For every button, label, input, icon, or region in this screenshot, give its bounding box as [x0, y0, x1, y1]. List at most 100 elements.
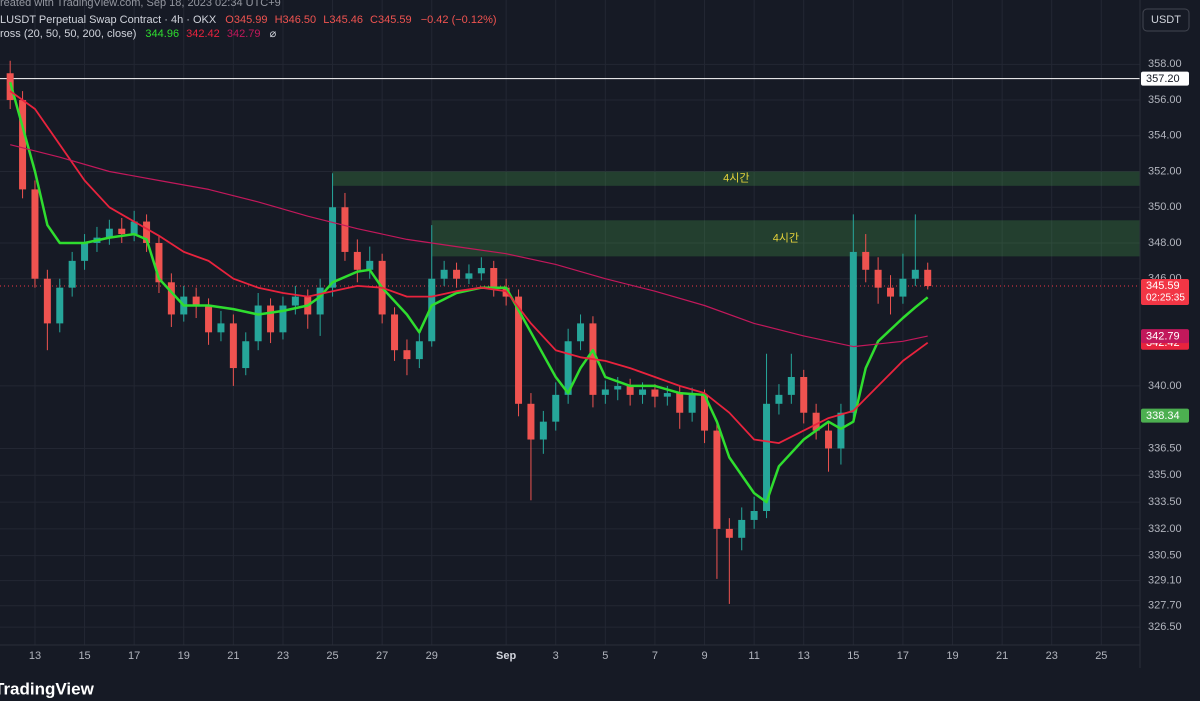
candle-body: [453, 269, 461, 279]
candle-body: [825, 430, 833, 449]
last-price-badge: [1141, 279, 1189, 306]
ohlc-high: H346.50: [275, 14, 317, 26]
x-tick-label: 19: [946, 650, 958, 662]
candle-body: [366, 260, 374, 270]
y-tick-label: 335.00: [1148, 469, 1182, 481]
x-tick-label: 7: [652, 650, 658, 662]
candle-body: [341, 207, 349, 252]
y-tick-label: 348.00: [1148, 237, 1182, 249]
price-badge-label: 357.20: [1146, 73, 1180, 85]
y-tick-label: 356.00: [1148, 94, 1182, 106]
y-tick-label: 330.50: [1148, 550, 1182, 562]
candle-body: [539, 421, 547, 440]
currency-button[interactable]: [1142, 8, 1190, 32]
x-tick-label: 17: [897, 650, 909, 662]
x-tick-label: 23: [277, 650, 289, 662]
zone-label: 4시간: [773, 231, 799, 244]
candle-body: [787, 376, 795, 395]
zone: [332, 171, 1141, 186]
candle-body: [291, 296, 299, 306]
candle-body: [887, 287, 895, 297]
price-badge: [1141, 71, 1189, 86]
candle-body: [775, 394, 783, 404]
candle-body: [229, 323, 237, 369]
x-tick-label: 21: [996, 650, 1008, 662]
x-tick-label: 17: [128, 650, 140, 662]
indicator-value: 344.96: [145, 28, 179, 40]
candle-body: [105, 228, 113, 238]
candle-body: [31, 189, 39, 279]
candle-body: [267, 305, 275, 333]
x-tick-label: 29: [426, 650, 438, 662]
zone: [431, 220, 1140, 257]
candle-body: [614, 385, 622, 390]
candle-body: [205, 305, 213, 333]
candle-body: [477, 268, 485, 274]
candle-body: [800, 376, 808, 413]
ohlc-close: C345.59: [370, 14, 412, 26]
candle-body: [577, 323, 585, 342]
price-badge-label: 338.34: [1146, 410, 1180, 422]
candle-body: [663, 393, 671, 397]
candle-body: [527, 403, 535, 440]
candle-body: [639, 389, 647, 395]
x-tick-label: 25: [326, 650, 338, 662]
candle-body: [329, 207, 337, 288]
y-tick-label: 327.70: [1148, 600, 1182, 612]
candle-body: [316, 287, 324, 315]
candle-body: [403, 350, 411, 360]
x-tick-label: 15: [78, 650, 90, 662]
watermark: reated with TradingView.com, Sep 18, 202…: [0, 0, 281, 9]
x-tick-label: Sep: [496, 650, 516, 662]
candle-body: [155, 242, 163, 283]
y-tick-label: 326.50: [1148, 621, 1182, 633]
indicator-value: 342.42: [186, 28, 220, 40]
candle-body: [68, 260, 76, 288]
candle-body: [812, 412, 820, 431]
ohlc-change: −0.42 (−0.12%): [421, 14, 497, 26]
candle-body: [837, 412, 845, 449]
ma-line: [10, 144, 928, 348]
y-tick-label: 352.00: [1148, 165, 1182, 177]
candle-body: [254, 305, 262, 342]
candle-body: [242, 341, 250, 369]
candle-body: [391, 314, 399, 351]
logo: TradingView: [0, 679, 95, 698]
x-tick-label: 21: [227, 650, 239, 662]
ma-line: [8, 81, 929, 504]
x-tick-label: 23: [1046, 650, 1058, 662]
candle-body: [676, 393, 684, 413]
x-tick-label: 15: [847, 650, 859, 662]
x-tick-label: 19: [178, 650, 190, 662]
candle-body: [465, 273, 473, 279]
candle-body: [688, 394, 696, 413]
y-tick-label: 340.00: [1148, 380, 1182, 392]
candle-body: [911, 269, 919, 279]
candle-body: [874, 269, 882, 288]
candle-body: [849, 251, 857, 413]
candle-body: [43, 278, 51, 324]
indicator-icon: ⌀: [270, 28, 277, 40]
price-badge: [1141, 408, 1189, 423]
candle-body: [81, 242, 89, 261]
candle-body: [143, 221, 151, 243]
candle-body: [713, 430, 721, 529]
countdown-label: 02:25:35: [1146, 293, 1185, 304]
candle-body: [552, 394, 560, 422]
candle-body: [564, 341, 572, 395]
x-tick-label: 9: [701, 650, 707, 662]
candle-body: [515, 296, 523, 404]
candle-body: [701, 394, 709, 431]
zone-label: 4시간: [723, 172, 749, 185]
symbol: LUSDT Perpetual Swap Contract · 4h · OKX: [0, 14, 217, 26]
candle-body: [750, 510, 758, 520]
candle-body: [217, 323, 225, 333]
price-badge: [1141, 329, 1189, 344]
candle-body: [428, 278, 436, 342]
candle-body: [167, 282, 175, 315]
currency-button-label[interactable]: USDT: [1151, 14, 1181, 26]
indicator-line: ross (20, 50, 50, 200, close) 344.96 342…: [0, 28, 277, 40]
candle-body: [862, 251, 870, 270]
candle-body: [763, 403, 771, 511]
